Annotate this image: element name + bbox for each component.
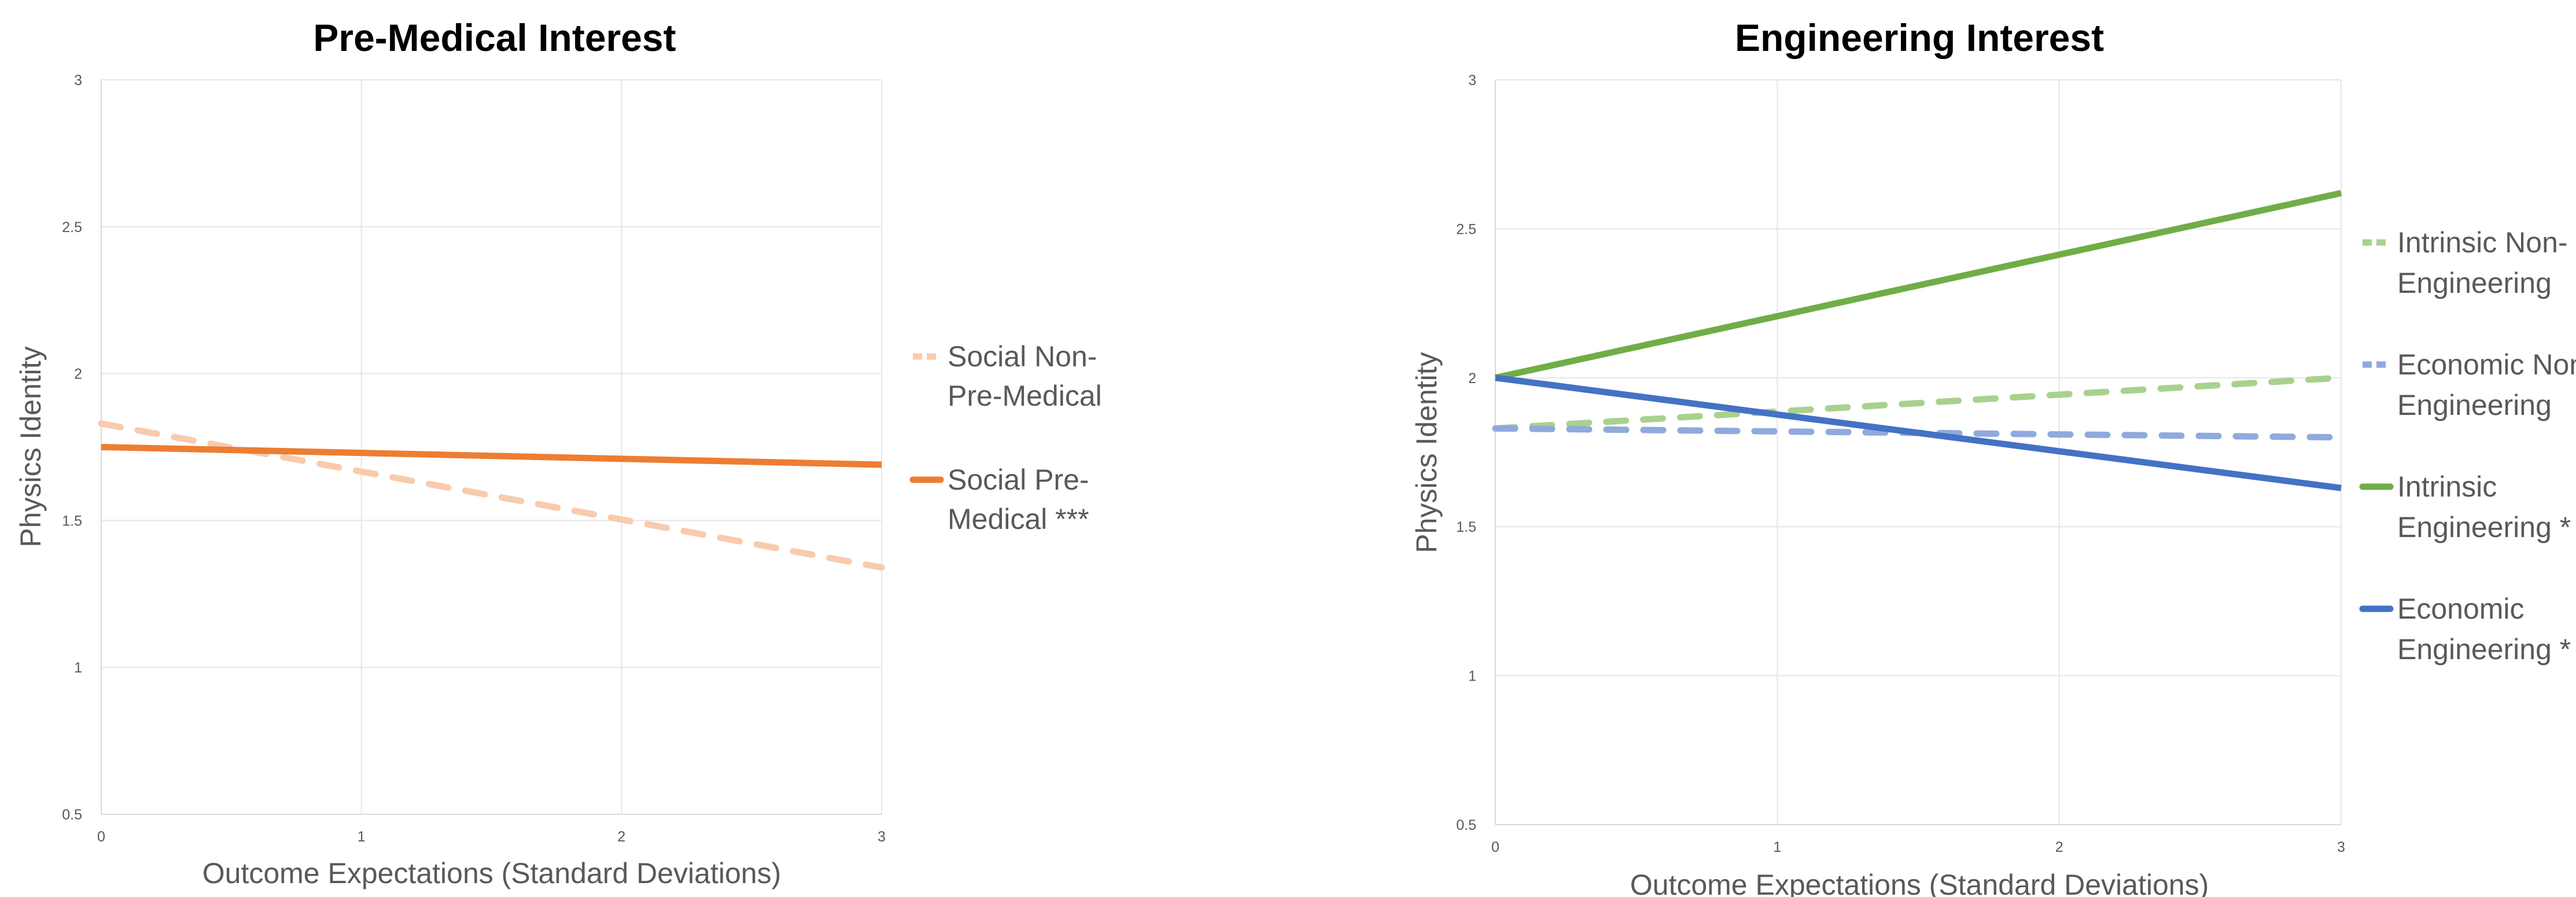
legend-label-2: Social Pre- [948, 464, 1089, 496]
legend-label-3: Engineering * [2397, 511, 2571, 543]
legend-label-4: Economic [2397, 593, 2525, 625]
legend-label-1: Social Non- [948, 340, 1097, 373]
x-tick-label: 0 [1491, 839, 1499, 855]
y-tick-label: 2 [74, 366, 82, 383]
y-tick-label: 3 [1468, 72, 1476, 89]
legend-label-2: Economic Non- [2397, 348, 2576, 381]
legend-label-2: Engineering [2397, 389, 2552, 421]
legend-label-4: Engineering * [2397, 633, 2571, 666]
engineering-chart: Engineering Interest 0.5 1 1.5 2 2.5 3 0 1 2 3 Outc… [1410, 16, 2576, 897]
y-axis-title: Physics Identity [14, 346, 47, 547]
legend-label-2: Medical *** [948, 503, 1089, 535]
series-line-3 [1494, 190, 2342, 381]
y-tick-label: 2.5 [62, 219, 82, 236]
series-line-1 [1492, 374, 2345, 432]
pre-medical-chart: Pre-Medical Interest 0.5 1 1.5 2 2.5 3 0 1 2 3 Outc… [14, 16, 1102, 889]
series-line-1 [98, 420, 885, 571]
x-tick-label: 0 [97, 829, 105, 845]
legend-label-3: Intrinsic [2397, 470, 2497, 503]
series-line-2 [101, 444, 882, 468]
y-tick-label: 0.5 [62, 807, 82, 823]
x-tick-label: 1 [1773, 839, 1781, 855]
x-tick-label: 1 [358, 829, 366, 845]
x-tick-label: 2 [2055, 839, 2063, 855]
legend-label-1: Intrinsic Non- [2397, 226, 2568, 259]
y-axis-title: Physics Identity [1410, 352, 1443, 553]
chart-title: Pre-Medical Interest [313, 16, 676, 59]
y-tick-label: 3 [74, 72, 82, 89]
chart-title: Engineering Interest [1735, 16, 2104, 59]
legend-label-1: Engineering [2397, 267, 2552, 299]
y-tick-label: 1 [1468, 668, 1476, 685]
y-tick-label: 1.5 [62, 513, 82, 529]
legend-label-1: Pre-Medical [948, 380, 1102, 412]
x-axis-title: Outcome Expectations (Standard Deviation… [202, 857, 782, 889]
x-tick-label: 3 [878, 829, 886, 845]
y-tick-label: 1 [74, 660, 82, 676]
series-line-4 [1495, 374, 2342, 491]
x-tick-label: 3 [2337, 839, 2345, 855]
x-tick-label: 2 [617, 829, 625, 845]
y-tick-label: 1.5 [1456, 519, 1476, 535]
y-tick-label: 0.5 [1456, 817, 1476, 833]
x-axis-title: Outcome Expectations (Standard Deviation… [1630, 869, 2209, 897]
y-tick-label: 2.5 [1456, 221, 1476, 237]
y-tick-label: 2 [1468, 370, 1476, 387]
